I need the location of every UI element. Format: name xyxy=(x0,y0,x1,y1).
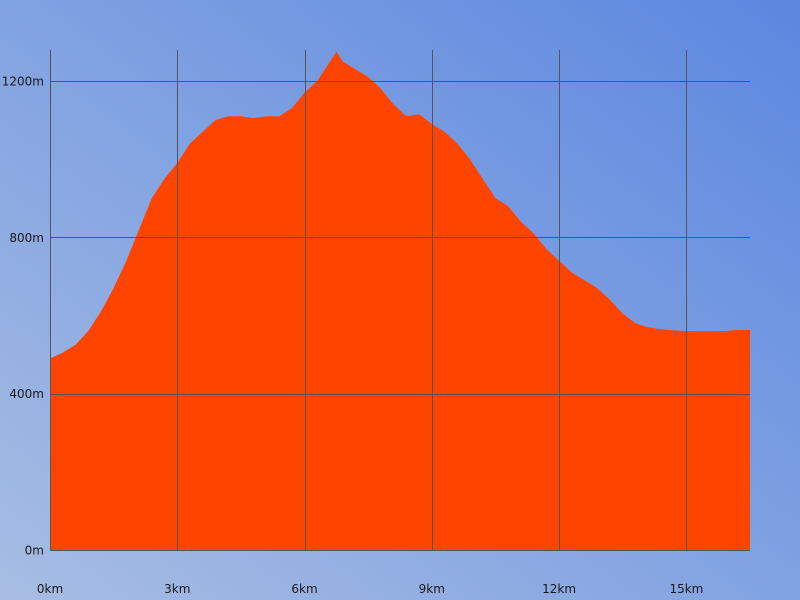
x-tick-label: 6km xyxy=(291,582,317,596)
x-tick-label: 0km xyxy=(37,582,63,596)
y-tick-label: 400m xyxy=(9,387,44,401)
y-tick-label: 1200m xyxy=(2,75,44,89)
x-tick-label: 9km xyxy=(419,582,445,596)
x-tick-label: 15km xyxy=(669,582,703,596)
elevation-area-series-0 xyxy=(50,51,750,550)
tick-label-layer: 0km 3km 6km 9km 12km 15km 0m 400m 800m 1200m xyxy=(2,75,704,597)
x-tick-label: 12km xyxy=(542,582,576,596)
x-tick-label: 3km xyxy=(164,582,190,596)
grid-layer xyxy=(50,50,750,551)
y-tick-label: 0m xyxy=(25,544,44,558)
area-layer xyxy=(50,51,750,550)
y-tick-label: 800m xyxy=(9,231,44,245)
